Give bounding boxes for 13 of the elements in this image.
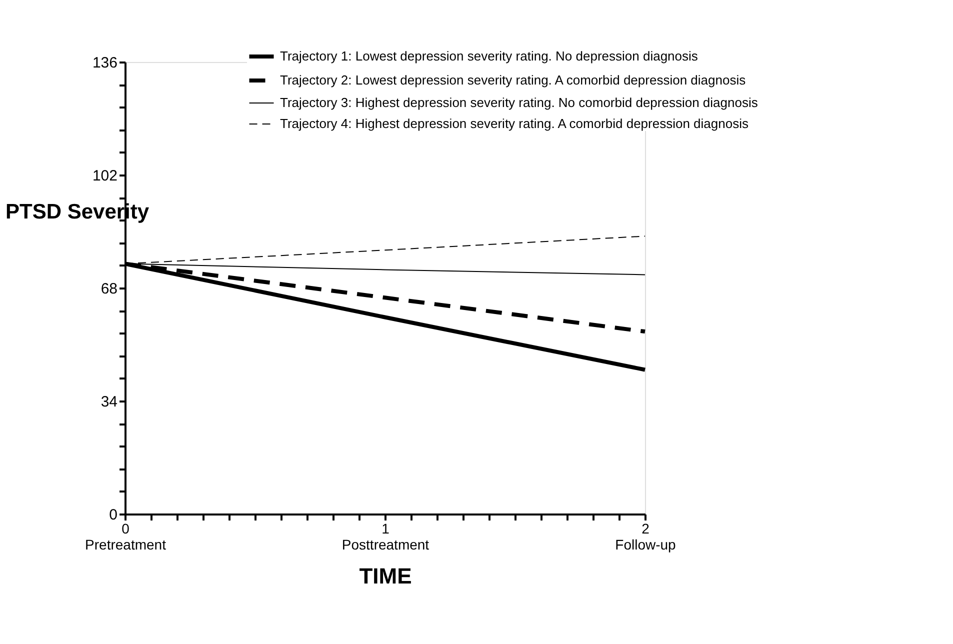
x-tick-label: 1 Posttreatment <box>342 520 430 552</box>
x-tick-label: 0 Pretreatment <box>85 520 166 552</box>
y-tick-label: 0 <box>109 506 118 524</box>
x-tick-label: 2 Follow-up <box>615 520 676 552</box>
y-tick-label: 68 <box>100 280 118 298</box>
legend-label: Trajectory 4: Highest depression severity rating. A comorbid depression diagnosis <box>280 116 749 131</box>
y-tick-label: 136 <box>92 54 118 72</box>
legend-label: Trajectory 1: Lowest depression severity rating. No depression diagnosis <box>280 48 698 64</box>
y-tick-label: 102 <box>92 168 118 184</box>
legend-label: Trajectory 2: Lowest depression severity rating. A comorbid depression diagnosis <box>280 72 746 88</box>
x-axis-title: TIME <box>359 564 412 588</box>
y-tick-label: 34 <box>100 394 118 410</box>
legend-label: Trajectory 3: Highest depression severity rating. No comorbid depression diagnosis <box>280 95 758 110</box>
